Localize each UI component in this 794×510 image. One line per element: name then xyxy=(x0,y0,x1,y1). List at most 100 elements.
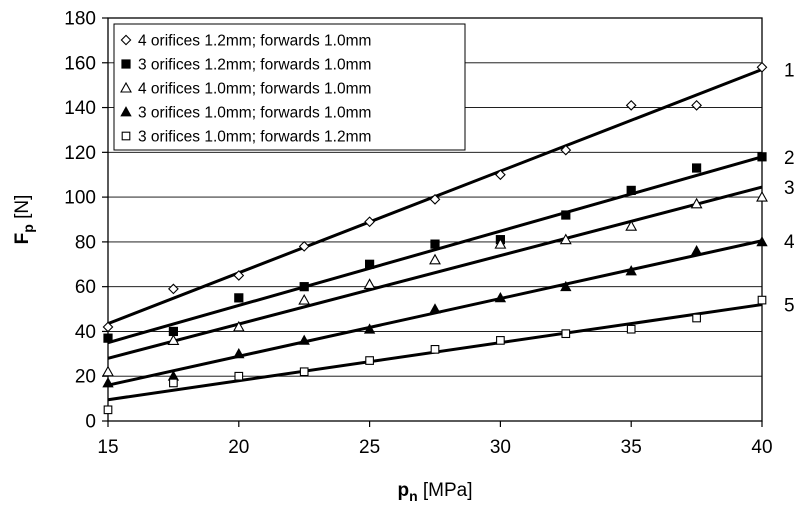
fit-line-3 xyxy=(107,185,763,360)
data-point-series-2 xyxy=(299,282,309,292)
data-point-series-5 xyxy=(692,313,701,323)
legend-entry-1: 4 orifices 1.2mm; forwards 1.0mm xyxy=(138,33,371,50)
line-label-4: 4 xyxy=(784,232,794,253)
data-point-series-4 xyxy=(298,334,310,345)
fit-line-2 xyxy=(107,155,763,345)
data-point-series-2 xyxy=(364,259,375,269)
y-tick-label: 0 xyxy=(85,412,96,433)
y-tick-label: 160 xyxy=(64,53,96,74)
data-point-series-5 xyxy=(299,367,309,377)
y-axis-title-main: F xyxy=(12,233,33,245)
data-point-series-1 xyxy=(756,61,768,73)
y-tick-label: 140 xyxy=(64,98,96,119)
data-point-series-2 xyxy=(692,163,702,173)
x-axis-title-sub: n xyxy=(409,488,418,504)
data-point-series-5 xyxy=(365,356,374,365)
legend-entry-2: 3 orifices 1.2mm; forwards 1.0mm xyxy=(138,57,371,74)
line-labels: 1 2 3 4 5 xyxy=(784,60,794,316)
data-point-series-3 xyxy=(363,278,376,289)
legend-marker-3 xyxy=(120,81,132,93)
data-point-series-3 xyxy=(102,365,114,377)
data-point-series-2 xyxy=(430,239,440,249)
data-point-series-2 xyxy=(626,185,636,195)
data-point-series-3 xyxy=(756,190,768,202)
data-point-series-1 xyxy=(495,169,506,181)
y-tick-label: 20 xyxy=(75,367,96,388)
data-point-series-5 xyxy=(234,371,244,381)
data-point-series-3 xyxy=(429,253,441,265)
line-label-1: 1 xyxy=(784,60,794,81)
data-point-series-4 xyxy=(625,265,637,276)
plot-area-frame xyxy=(107,17,763,422)
data-point-series-3 xyxy=(232,320,245,332)
data-point-series-3 xyxy=(494,237,507,249)
data-point-series-5 xyxy=(169,378,178,388)
data-point-series-4 xyxy=(233,348,245,359)
data-point-series-2 xyxy=(234,293,244,303)
x-tick-label: 25 xyxy=(359,437,380,458)
data-point-series-5 xyxy=(626,324,636,334)
data-point-series-1 xyxy=(691,99,702,111)
line-label-5: 5 xyxy=(784,296,794,317)
data-point-series-4 xyxy=(429,303,441,314)
legend-entry-4: 3 orifices 1.0mm; forwards 1.0mm xyxy=(138,105,371,122)
data-point-series-1 xyxy=(364,216,375,228)
data-point-series-5 xyxy=(757,295,767,305)
data-point-series-5 xyxy=(561,329,571,339)
x-tick-label: 30 xyxy=(490,437,511,458)
y-axis-title-unit: [N] xyxy=(12,195,33,225)
data-point-series-1 xyxy=(625,99,637,111)
legend-marker-2 xyxy=(121,59,131,69)
data-point-series-3 xyxy=(690,197,703,209)
y-tick-label: 180 xyxy=(64,9,96,30)
data-point-series-3 xyxy=(298,293,311,305)
data-point-series-5 xyxy=(430,345,440,354)
y-tick-label: 80 xyxy=(75,232,96,253)
data-point-series-3 xyxy=(625,220,638,231)
legend-marker-1 xyxy=(120,34,132,46)
data-point-series-2 xyxy=(561,210,571,220)
data-point-series-1 xyxy=(560,144,572,156)
x-axis-title: pn [MPa] xyxy=(397,480,472,504)
data-point-series-4 xyxy=(363,323,376,334)
data-point-series-4 xyxy=(690,245,703,256)
data-point-series-5 xyxy=(496,336,505,345)
x-tick-label: 35 xyxy=(621,437,642,458)
legend-entry-5: 3 orifices 1.0mm; forwards 1.2mm xyxy=(138,129,371,146)
data-point-series-3 xyxy=(559,233,572,245)
x-tick-label: 20 xyxy=(228,437,249,458)
legend: 4 orifices 1.2mm; forwards 1.0mm 3 orific… xyxy=(113,23,466,151)
line-label-2: 2 xyxy=(784,148,794,169)
data-point-series-1 xyxy=(298,240,310,252)
data-point-series-5 xyxy=(103,405,113,415)
data-point-series-1 xyxy=(429,193,441,205)
x-axis-title-unit: [MPa] xyxy=(418,480,473,501)
legend-marker-4 xyxy=(120,106,132,117)
y-tick-label: 120 xyxy=(64,143,96,164)
data-point-series-4 xyxy=(560,280,572,292)
y-axis-title-sub: p xyxy=(20,224,36,233)
y-tick-label: 40 xyxy=(75,322,96,343)
legend-marker-5 xyxy=(121,131,131,141)
data-point-series-1 xyxy=(168,283,179,295)
data-point-series-2 xyxy=(103,333,113,343)
data-point-series-3 xyxy=(167,334,180,345)
x-tick-label: 15 xyxy=(97,437,118,458)
legend-entry-3: 4 orifices 1.0mm; forwards 1.0mm xyxy=(138,81,371,98)
legend-box xyxy=(113,23,466,151)
data-point-series-4 xyxy=(756,236,768,247)
y-tick-label: 60 xyxy=(75,277,96,298)
y-tick-label: 100 xyxy=(64,188,96,209)
x-tick-label: 40 xyxy=(751,437,772,458)
data-point-series-4 xyxy=(494,292,507,303)
data-point-series-1 xyxy=(102,321,114,333)
y-axis-title: Fp [N] xyxy=(12,195,36,245)
data-points xyxy=(102,61,768,415)
line-label-3: 3 xyxy=(784,178,794,199)
axis-ticks: 0 20 40 60 80 100 120 140 160 180 15 20 25 30 35 40 xyxy=(64,9,772,459)
data-point-series-2 xyxy=(757,152,767,162)
data-point-series-4 xyxy=(102,377,114,388)
data-point-series-1 xyxy=(233,270,245,281)
x-axis-title-main: p xyxy=(397,480,409,501)
